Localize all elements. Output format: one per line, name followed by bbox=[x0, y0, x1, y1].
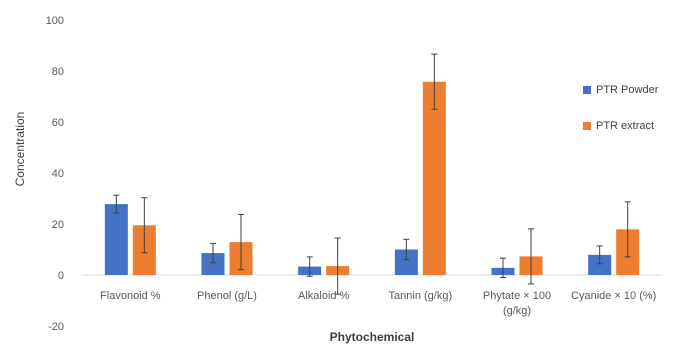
y-tick-label: 40 bbox=[52, 168, 64, 180]
error-bar-overlay bbox=[113, 54, 630, 294]
bars bbox=[105, 82, 639, 275]
legend-swatch bbox=[583, 122, 591, 130]
x-tick-label: Cyanide × 10 (%) bbox=[571, 290, 656, 302]
x-tick-label: Flavonoid % bbox=[100, 290, 161, 302]
bar-powder bbox=[105, 204, 128, 275]
y-tick-label: 20 bbox=[52, 219, 64, 231]
x-tick-label: Phytate × 100 (g/kg) bbox=[483, 290, 551, 317]
x-axis-categories: Flavonoid % Phenol (g/L) Alkaloid % Tannin … bbox=[100, 290, 656, 317]
y-axis-ticks: -20 0 20 40 60 80 100 bbox=[46, 15, 64, 333]
x-tick-label: Phenol (g/L) bbox=[197, 290, 257, 302]
x-tick-label: Alkaloid % bbox=[298, 290, 350, 302]
legend-label: PTR extract bbox=[596, 120, 654, 132]
y-tick-label: 80 bbox=[52, 66, 64, 78]
legend-label: PTR Powder bbox=[596, 84, 659, 96]
x-tick-label: Tannin (g/kg) bbox=[389, 290, 453, 302]
legend-swatch bbox=[583, 86, 591, 94]
bar-extract bbox=[423, 82, 446, 275]
y-tick-label: -20 bbox=[48, 321, 64, 333]
x-axis-title: Phytochemical bbox=[330, 330, 415, 344]
y-tick-label: 100 bbox=[46, 15, 64, 27]
y-tick-label: 60 bbox=[52, 117, 64, 129]
y-axis-title: Concentration bbox=[13, 112, 27, 187]
legend: PTR Powder PTR extract bbox=[583, 84, 659, 132]
y-tick-label: 0 bbox=[58, 270, 64, 282]
